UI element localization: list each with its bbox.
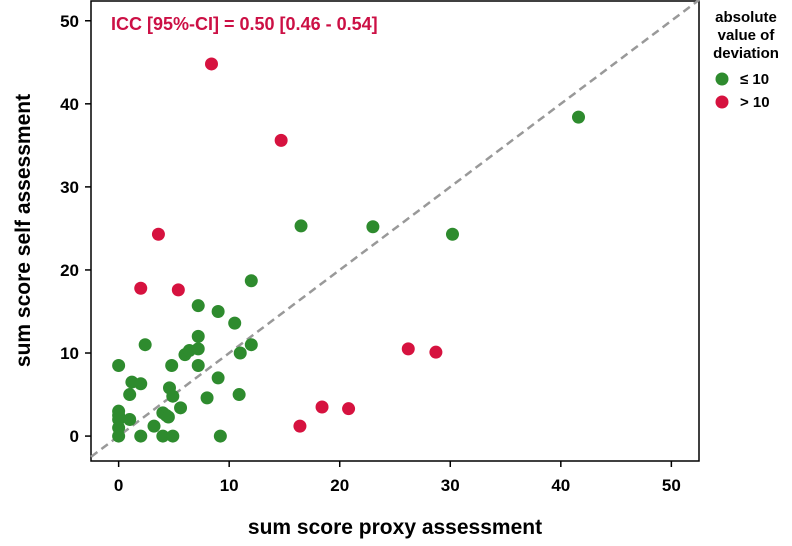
- data-point-le10: [174, 401, 188, 415]
- data-point-gt10: [342, 402, 356, 416]
- data-point-le10: [233, 346, 247, 360]
- data-point-le10: [191, 358, 205, 372]
- data-point-le10: [123, 412, 137, 426]
- legend-label-le10: ≤ 10: [740, 71, 769, 88]
- data-point-gt10: [204, 57, 218, 71]
- data-point-le10: [200, 391, 214, 405]
- legend-label-gt10: > 10: [740, 94, 770, 111]
- data-point-le10: [191, 329, 205, 343]
- data-point-le10: [572, 110, 586, 124]
- data-point-le10: [112, 429, 126, 443]
- x-tick-label: 40: [551, 476, 570, 495]
- y-tick-label: 0: [70, 427, 79, 446]
- legend-title-line: value of: [718, 27, 776, 44]
- legend: absolute value of deviation ≤ 10 > 10: [713, 9, 779, 111]
- data-point-le10: [112, 358, 126, 372]
- y-axis-title: sum score self assessment: [12, 94, 35, 367]
- data-point-le10: [244, 338, 258, 352]
- data-point-gt10: [134, 281, 148, 295]
- data-point-le10: [232, 388, 246, 402]
- data-point-le10: [366, 220, 380, 234]
- data-point-gt10: [274, 133, 288, 147]
- data-points-group: [112, 57, 586, 443]
- data-point-gt10: [151, 227, 165, 241]
- x-tick-label: 10: [220, 476, 239, 495]
- y-tick-label: 10: [60, 344, 79, 363]
- plot-area-frame: [90, 0, 700, 462]
- y-tick-label: 50: [60, 12, 79, 31]
- data-point-le10: [211, 371, 225, 385]
- x-tick-label: 20: [330, 476, 349, 495]
- data-point-gt10: [171, 283, 185, 297]
- data-point-gt10: [401, 342, 415, 356]
- legend-title-line: deviation: [713, 45, 779, 62]
- data-point-le10: [123, 388, 137, 402]
- data-point-le10: [166, 389, 180, 403]
- data-point-le10: [161, 410, 175, 424]
- data-point-le10: [166, 429, 180, 443]
- data-point-le10: [134, 429, 148, 443]
- data-point-le10: [138, 338, 152, 352]
- reference-line-group: [90, 0, 700, 458]
- legend-marker-le10: [715, 72, 729, 86]
- data-point-le10: [191, 342, 205, 356]
- y-tick-label: 30: [60, 178, 79, 197]
- x-tick-label: 0: [114, 476, 123, 495]
- data-point-le10: [165, 358, 179, 372]
- data-point-le10: [244, 274, 258, 288]
- data-point-gt10: [315, 400, 329, 414]
- y-tick-label: 20: [60, 261, 79, 280]
- identity-reference-line: [90, 0, 700, 458]
- data-point-gt10: [429, 345, 443, 359]
- data-point-le10: [134, 377, 148, 391]
- axis-ticks-group: 0 10 20 30 40 50 0 10 20 30 40 50: [60, 12, 681, 495]
- data-point-le10: [147, 419, 161, 433]
- legend-marker-gt10: [715, 95, 729, 109]
- y-tick-label: 40: [60, 95, 79, 114]
- data-point-le10: [445, 227, 459, 241]
- data-point-le10: [211, 304, 225, 318]
- x-axis-title: sum score proxy assessment: [248, 516, 542, 539]
- x-tick-label: 50: [662, 476, 681, 495]
- data-point-le10: [228, 316, 242, 330]
- data-point-le10: [191, 299, 205, 313]
- icc-annotation: ICC [95%-CI] = 0.50 [0.46 - 0.54]: [111, 14, 378, 34]
- data-point-le10: [213, 429, 227, 443]
- legend-title-line: absolute: [715, 9, 777, 26]
- x-tick-label: 30: [441, 476, 460, 495]
- data-point-gt10: [293, 419, 307, 433]
- data-point-le10: [156, 429, 170, 443]
- data-point-le10: [294, 219, 308, 233]
